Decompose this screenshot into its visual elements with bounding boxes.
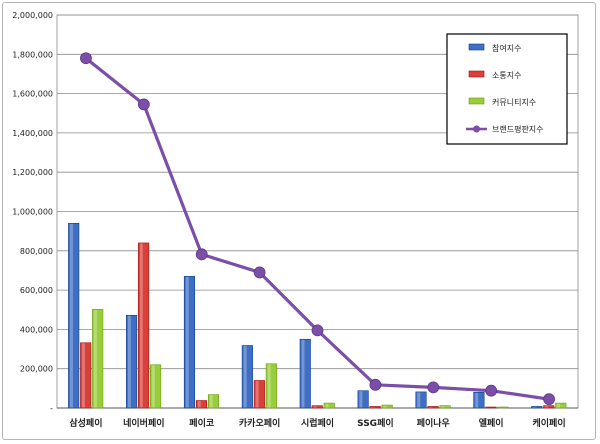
bar-2 bbox=[195, 400, 208, 409]
bar-highlight bbox=[69, 223, 73, 408]
bar-3 bbox=[497, 406, 509, 409]
bar-highlight bbox=[325, 403, 329, 408]
y-tick-label: 2,000,000 bbox=[12, 11, 53, 20]
x-category-label: 네이버페이 bbox=[123, 417, 164, 429]
line-point bbox=[427, 381, 440, 394]
x-category-label: 삼성페이 bbox=[69, 417, 102, 429]
x-category-label: 시럽페이 bbox=[301, 417, 334, 429]
line-point bbox=[195, 248, 208, 261]
bar-1 bbox=[126, 314, 138, 409]
x-category-label: 페이코 bbox=[189, 417, 214, 429]
bar-highlight bbox=[313, 406, 317, 408]
bar-highlight bbox=[139, 243, 143, 408]
y-tick-label: 600,000 bbox=[20, 286, 53, 295]
bar-3 bbox=[207, 394, 220, 409]
bar-highlight bbox=[557, 403, 561, 408]
bar-1 bbox=[415, 391, 427, 409]
bar-highlight bbox=[185, 276, 189, 408]
bar-2 bbox=[543, 405, 555, 409]
bar-1 bbox=[241, 345, 253, 409]
x-category-label: 엘페이 bbox=[479, 417, 504, 429]
x-category-label: SSG페이 bbox=[357, 417, 394, 429]
y-tick-label: - bbox=[50, 404, 53, 413]
bar-highlight bbox=[127, 315, 131, 408]
legend-swatch bbox=[468, 70, 485, 78]
bar-highlight bbox=[93, 309, 97, 408]
y-tick-label: 1,400,000 bbox=[12, 129, 53, 138]
bar-3 bbox=[92, 309, 104, 409]
bar-1 bbox=[68, 222, 80, 409]
bar-2 bbox=[369, 406, 381, 409]
y-tick-label: 1,600,000 bbox=[12, 90, 53, 99]
bar-highlight bbox=[197, 401, 201, 408]
bar-2 bbox=[311, 405, 323, 409]
legend-label: 소통지수 bbox=[492, 71, 521, 80]
bar-3 bbox=[555, 402, 567, 409]
bar-2 bbox=[80, 342, 92, 409]
line-point bbox=[485, 384, 498, 397]
y-tick-label: 800,000 bbox=[20, 247, 53, 256]
bar-highlight bbox=[301, 339, 305, 408]
bar-3 bbox=[265, 363, 277, 409]
line-point bbox=[253, 266, 266, 279]
bar-highlight bbox=[81, 343, 85, 408]
bar-2 bbox=[427, 406, 439, 409]
line-point bbox=[369, 378, 382, 391]
y-tick-label: 1,000,000 bbox=[12, 208, 53, 217]
bar-highlight bbox=[371, 406, 375, 408]
legend-label: 브랜드평판지수 bbox=[492, 124, 544, 134]
legend-label: 참여지수 bbox=[492, 43, 521, 53]
bar-2 bbox=[485, 406, 497, 409]
y-tick-label: 1,800,000 bbox=[12, 50, 53, 59]
legend-swatch bbox=[468, 97, 485, 105]
x-category-label: 페이나우 bbox=[417, 417, 450, 429]
bar-highlight bbox=[533, 406, 537, 408]
line-point bbox=[137, 98, 150, 111]
bar-1 bbox=[531, 406, 543, 409]
bar-3 bbox=[150, 364, 162, 409]
legend-box bbox=[446, 33, 568, 145]
bar-highlight bbox=[151, 365, 155, 408]
legend-swatch-marker bbox=[473, 125, 480, 133]
bar-3 bbox=[323, 402, 335, 409]
bar-highlight bbox=[359, 391, 363, 408]
bar-3 bbox=[381, 404, 393, 409]
bar-2 bbox=[253, 380, 265, 409]
y-tick-label: 1,200,000 bbox=[12, 168, 53, 177]
bar-1 bbox=[183, 276, 196, 409]
line-point bbox=[311, 324, 324, 337]
bar-highlight bbox=[545, 406, 549, 408]
bar-1 bbox=[299, 338, 311, 409]
line-point bbox=[543, 393, 555, 406]
bar-1 bbox=[473, 391, 485, 409]
y-tick-label: 200,000 bbox=[20, 365, 53, 374]
bar-highlight bbox=[243, 346, 247, 408]
bar-highlight bbox=[255, 380, 259, 408]
x-category-label: 카카오페이 bbox=[239, 417, 280, 429]
x-category-label: 케이페이 bbox=[532, 417, 565, 429]
legend-label: 커뮤니티지수 bbox=[492, 97, 536, 107]
bar-highlight bbox=[383, 405, 387, 408]
bar-1 bbox=[357, 390, 369, 409]
legend-swatch bbox=[468, 43, 485, 51]
bar-2 bbox=[138, 242, 150, 409]
line-point bbox=[80, 52, 92, 65]
bar-highlight bbox=[267, 364, 271, 408]
bar-highlight bbox=[417, 392, 421, 408]
bar-highlight bbox=[429, 406, 433, 408]
y-tick-label: 400,000 bbox=[20, 325, 53, 334]
bar-highlight bbox=[475, 392, 479, 408]
bar-highlight bbox=[441, 406, 445, 408]
bar-highlight bbox=[209, 395, 213, 408]
bar-3 bbox=[439, 405, 451, 409]
